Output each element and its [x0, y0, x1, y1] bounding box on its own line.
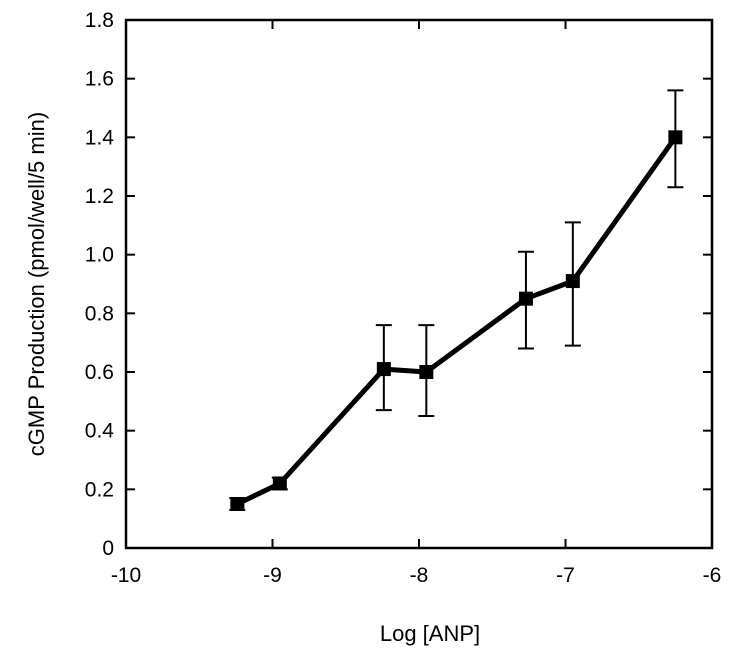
x-tick-label: -10 [111, 564, 141, 587]
y-axis-label: cGMP Production (pmol/well/5 min) [24, 112, 49, 456]
data-point [230, 497, 245, 511]
x-tick-label: -7 [556, 564, 575, 587]
y-tick-label: 1.4 [85, 126, 115, 149]
plot-frame [124, 18, 714, 550]
y-tick-label: 0.8 [85, 302, 114, 325]
y-tick-label: 0 [102, 537, 114, 560]
series-layer [229, 89, 684, 511]
y-tick-label: 0.4 [85, 420, 115, 443]
x-tick-label: -8 [410, 564, 429, 587]
data-point [565, 274, 580, 289]
y-tick-label: 0.6 [85, 361, 114, 384]
data-point [518, 291, 533, 306]
y-tick-label: 0.2 [85, 478, 114, 501]
y-tick-label: 1.8 [85, 9, 114, 32]
y-axis-ticks: 0 0.2 0.4 0.6 0.8 1.0 1.2 1.4 1.6 1.8 [85, 9, 712, 560]
y-tick-label: 1.6 [85, 68, 114, 91]
x-tick-label: -6 [703, 564, 722, 587]
series-line [236, 135, 678, 507]
x-axis-label: Log [ANP] [380, 621, 480, 646]
y-tick-label: 1.2 [85, 185, 114, 208]
y-tick-label: 1.0 [85, 244, 114, 267]
data-point [272, 476, 287, 491]
x-axis-ticks: -10 -9 -8 -7 -6 [111, 20, 722, 587]
data-point [668, 130, 683, 145]
x-tick-label: -9 [263, 564, 282, 587]
data-point [419, 365, 434, 379]
data-point [376, 362, 391, 377]
